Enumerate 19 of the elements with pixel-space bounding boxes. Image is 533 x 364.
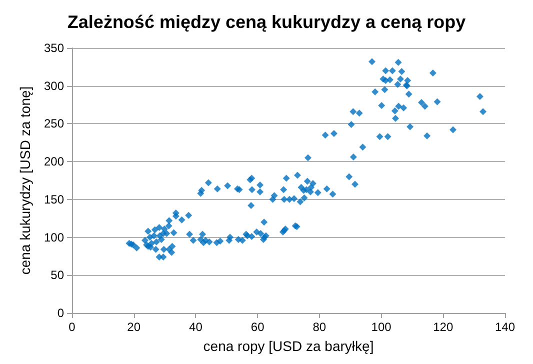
x-tick-label: 40 (189, 320, 203, 334)
y-tick-label: 300 (44, 78, 64, 93)
y-tick-label: 150 (44, 192, 64, 206)
chart-title: Zależność między ceną kukurydzy a ceną ropy (67, 12, 466, 32)
y-axis-title: cena kukurydzy [USD za tonę] (17, 86, 33, 275)
x-axis-title: cena ropy [USD za baryłkę] (203, 338, 374, 354)
y-tick-label: 350 (44, 41, 64, 55)
x-tick-label: 60 (250, 320, 265, 334)
y-tick-label: 0 (57, 306, 64, 320)
x-tick-label: 0 (68, 320, 76, 334)
y-tick-label: 200 (44, 154, 64, 169)
x-tick-label: 80 (312, 320, 326, 334)
x-tick-label: 120 (433, 320, 454, 334)
y-tick-label: 250 (44, 116, 64, 131)
y-tick-label: 50 (50, 268, 64, 282)
x-tick-label: 100 (371, 320, 392, 334)
x-tick-label: 140 (494, 320, 516, 334)
x-tick-label: 20 (127, 320, 141, 334)
y-tick-label: 100 (44, 230, 64, 244)
